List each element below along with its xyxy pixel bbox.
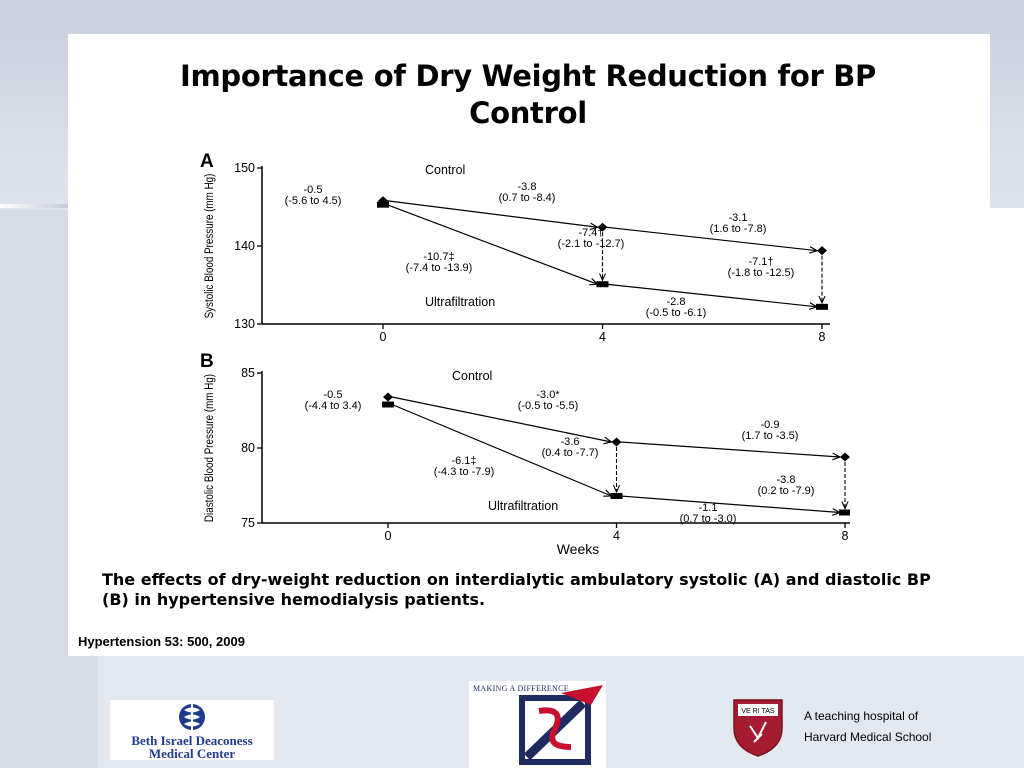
annotation-text: (-4.3 to -7.9)	[434, 466, 495, 478]
harvard-affiliation: A teaching hospital of Harvard Medical S…	[804, 706, 931, 748]
slide-panel-extension	[990, 208, 1024, 656]
series-line-control	[620, 441, 841, 457]
annotation-text: -3.8	[777, 474, 796, 486]
x-tick-label: 0	[380, 330, 387, 344]
annotation-text: (-0.5 to -6.1)	[646, 307, 707, 319]
y-tick-label: 150	[234, 161, 255, 175]
annotation-text: (0.2 to -7.9)	[758, 485, 815, 497]
series-line-ultrafiltration	[606, 283, 818, 307]
annotation-text: -2.8	[667, 296, 686, 308]
series-label: Ultrafiltration	[488, 499, 558, 513]
annotation-text: -3.6	[561, 436, 580, 448]
annotation-text: -3.8	[518, 181, 537, 193]
annotation-text: -3.1	[729, 212, 748, 224]
bidmc-line2: Medical Center	[148, 746, 236, 761]
veritas-text: VE RI TAS	[741, 708, 775, 715]
annotation-text: -3.0*	[536, 389, 560, 401]
panel-b-chart: B Diastolic Blood Pressure (mm Hg) 85 80 75 0…	[200, 351, 850, 557]
annotation-text: -10.7‡	[423, 251, 454, 263]
bidmc-line1: Beth Israel Deaconess	[131, 733, 253, 748]
y-tick-label: 130	[234, 317, 255, 331]
annotation-text: -7.1†	[748, 256, 773, 268]
ultrafiltration-point	[839, 509, 850, 516]
control-point	[383, 392, 393, 402]
citation: Hypertension 53: 500, 2009	[78, 634, 245, 649]
series-label: Control	[452, 369, 492, 383]
y-tick-label: 85	[241, 366, 255, 380]
annotation-text: -0.9	[761, 419, 780, 431]
annotation-text: -6.1‡	[451, 455, 476, 467]
control-point	[611, 437, 622, 447]
annotation-text: (-2.1 to -12.7)	[558, 238, 625, 250]
annotation-text: (0.4 to -7.7)	[542, 447, 599, 459]
annotation-text: (-7.4 to -13.9)	[406, 262, 473, 274]
harvard-line1: A teaching hospital of	[804, 709, 919, 723]
slide-title: Importance of Dry Weight Reduction for B…	[179, 59, 877, 130]
control-point	[840, 452, 850, 462]
ultrafiltration-point	[610, 493, 623, 499]
annotation-text: (1.7 to -3.5)	[742, 430, 799, 442]
panel-a-chart: A Systolic Blood Pressure (mm Hg) 150 140 13…	[200, 151, 830, 344]
ultrafiltration-point	[816, 303, 828, 310]
harvard-shield-logo: VE RI TAS	[732, 698, 788, 763]
series-label: Ultrafiltration	[425, 295, 495, 309]
annotation-text: (0.7 to -3.0)	[680, 513, 737, 525]
slide-panel	[68, 34, 990, 656]
making-a-difference-emblem	[519, 685, 603, 765]
x-tick-label: 8	[819, 330, 826, 344]
bidmc-logo: Beth Israel Deaconess Medical Center	[110, 700, 274, 760]
y-axis-label: Diastolic Blood Pressure (mm Hg)	[203, 374, 216, 522]
series-line-control	[386, 200, 598, 228]
annotation-text: (-5.6 to 4.5)	[285, 195, 342, 207]
making-a-difference-text: MAKING A DIFFERENCE	[473, 684, 569, 693]
bp-chart: A Systolic Blood Pressure (mm Hg) 150 140 13…	[200, 151, 850, 557]
ultrafiltration-point	[377, 201, 389, 208]
series-label: Control	[425, 163, 465, 177]
y-tick-label: 80	[241, 441, 255, 455]
x-tick-label: 4	[613, 529, 620, 543]
bidmc-name: Beth Israel Deaconess Medical Center	[110, 734, 274, 760]
series-line-ultrafiltration	[391, 403, 612, 497]
x-tick-label: 0	[385, 529, 392, 543]
panel-letter: A	[200, 151, 214, 172]
y-tick-label: 140	[234, 239, 255, 253]
annotation-text: (-1.8 to -12.5)	[728, 267, 795, 279]
harvard-shield-icon: VE RI TAS	[733, 699, 783, 757]
annotation-text: (-0.5 to -5.5)	[518, 400, 579, 412]
x-tick-label: 4	[599, 330, 606, 344]
annotation-text: (-4.4 to 3.4)	[305, 400, 362, 412]
series-line-control	[391, 396, 612, 442]
control-point	[817, 246, 827, 256]
y-axis-label: Systolic Blood Pressure (mm Hg)	[203, 174, 216, 319]
ultrafiltration-point	[596, 281, 609, 288]
series-line-ultrafiltration	[386, 204, 598, 285]
x-axis-label: Weeks	[557, 541, 600, 557]
figure-caption: The effects of dry-weight reduction on i…	[102, 570, 931, 609]
control-point	[597, 222, 608, 232]
annotation-text: -0.5	[304, 184, 323, 196]
series-line-control	[606, 226, 818, 250]
annotation-text: -0.5	[324, 389, 343, 401]
caduceus-icon	[179, 703, 205, 731]
x-tick-label: 8	[842, 529, 849, 543]
making-a-difference-logo: MAKING A DIFFERENCE	[469, 681, 606, 768]
ultrafiltration-point	[382, 401, 394, 408]
background-rule	[0, 204, 80, 208]
harvard-line2: Harvard Medical School	[804, 730, 932, 744]
y-tick-label: 75	[241, 516, 255, 530]
series-line-ultrafiltration	[620, 495, 841, 513]
annotation-text: (1.6 to -7.8)	[710, 223, 767, 235]
annotation-text: -1.1	[699, 502, 718, 514]
panel-letter: B	[200, 351, 214, 372]
annotation-text: (0.7 to -8.4)	[499, 192, 556, 204]
annotation-text: -7.4†	[578, 227, 603, 239]
